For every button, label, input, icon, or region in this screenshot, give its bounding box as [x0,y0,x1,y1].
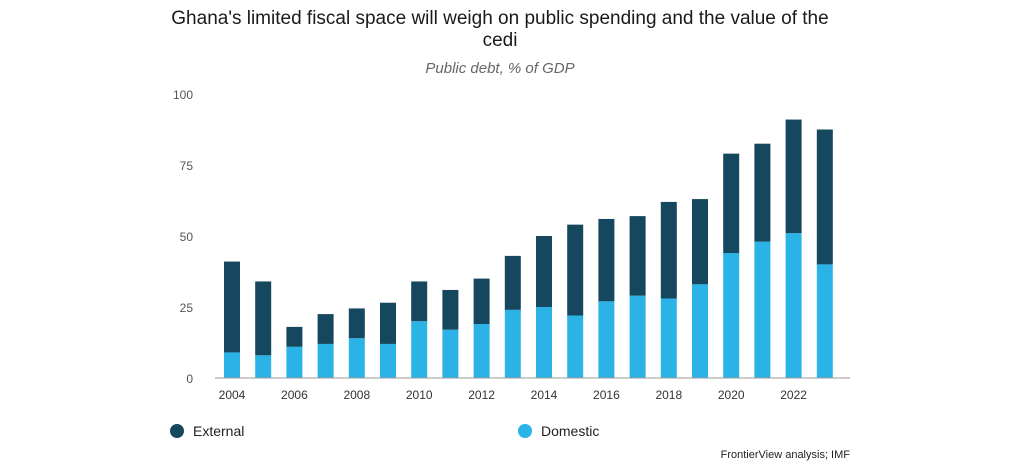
bar-external [317,314,334,344]
bar-external [660,201,677,299]
bar-domestic [816,264,833,378]
bar-domestic [442,329,459,378]
legend-item-external: External [170,423,244,439]
bar-domestic [785,233,802,378]
bar-domestic [255,355,272,378]
legend-label-external: External [193,423,245,439]
x-tick-label: 2010 [406,388,433,402]
y-tick-label: 50 [180,230,194,244]
chart-title: Ghana's limited fiscal space will weigh … [171,8,829,51]
x-tick-label: 2006 [281,388,308,402]
y-tick-label: 0 [186,372,193,386]
x-tick-label: 2016 [593,388,620,402]
y-tick-label: 100 [173,88,193,102]
bar-domestic [411,321,428,378]
bar-domestic [692,284,708,378]
bar-external [692,199,708,285]
bar-domestic [629,295,646,378]
bar-domestic [598,301,615,378]
x-tick-label: 2018 [655,388,682,402]
legend-item-domestic: Domestic [518,423,599,439]
bar-domestic [754,241,771,378]
legend-swatch-domestic [518,424,532,438]
bar-domestic [723,253,740,378]
bar-external [411,281,428,322]
x-tick-label: 2012 [468,388,495,402]
bar-external [255,281,272,356]
bar-domestic [380,343,396,378]
bar-external [504,255,521,310]
bar-domestic [348,338,365,378]
bar-domestic [660,298,677,378]
bar-external [629,216,646,296]
x-tick-label: 2022 [780,388,807,402]
bar-external [816,129,833,265]
bar-external [567,224,584,316]
legend-swatch-external [170,424,184,438]
bar-external [536,236,552,307]
legend-label-domestic: Domestic [541,423,600,439]
bar-external [473,278,490,325]
bar-external [286,326,303,347]
bar-external [348,308,365,339]
y-tick-label: 25 [180,301,194,315]
x-tick-label: 2008 [343,388,370,402]
bar-domestic [317,343,334,378]
bar-external [380,302,396,344]
bar-domestic [286,346,303,378]
chart-subtitle: Public debt, % of GDP [425,60,575,77]
x-tick-label: 2014 [531,388,558,402]
bar-domestic [536,307,552,378]
bar-external [442,289,459,330]
bar-external [723,153,740,254]
bar-external [785,119,802,234]
bar-domestic [504,309,521,378]
bar-domestic [567,315,584,378]
source-note: FrontierView analysis; IMF [720,449,850,461]
y-tick-label: 75 [180,159,194,173]
x-tick-label: 2020 [718,388,745,402]
bar-external [224,261,240,353]
x-tick-label: 2004 [219,388,246,402]
bar-domestic [473,324,490,378]
bar-domestic [224,352,240,378]
bar-external [598,218,615,302]
bar-external [754,143,771,242]
